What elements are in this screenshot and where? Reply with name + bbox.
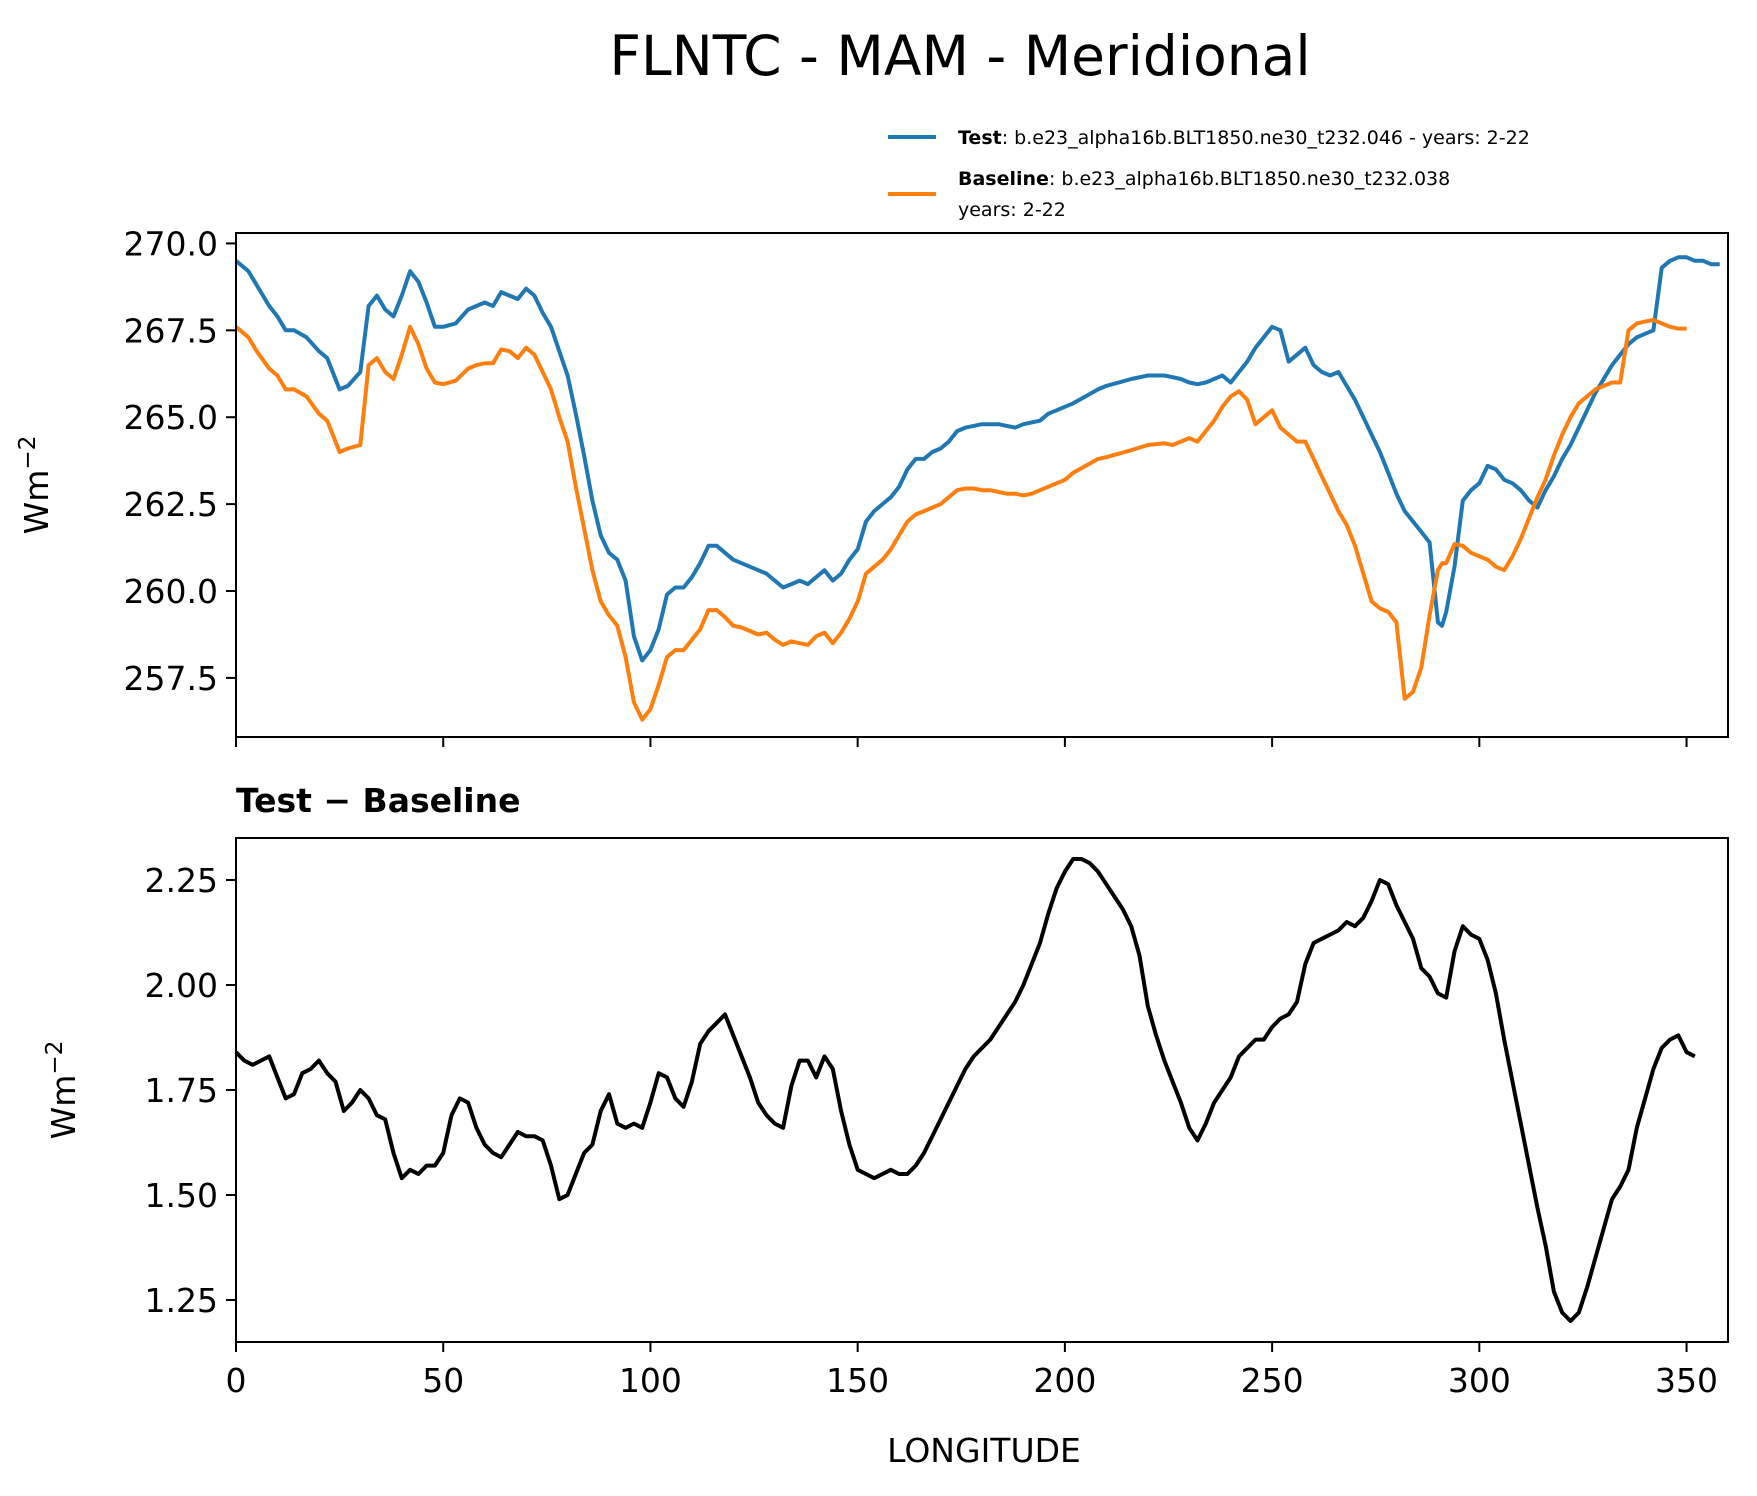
- y-tick-label: 265.0: [124, 398, 218, 437]
- y-tick-label: 267.5: [124, 311, 218, 350]
- x-tick-label: 300: [1448, 1361, 1511, 1400]
- x-tick-label: 0: [226, 1361, 247, 1400]
- bottom-y-label-sup: −2: [42, 1041, 68, 1075]
- x-axis-label: LONGITUDE: [887, 1431, 1081, 1470]
- y-tick-label: 2.00: [145, 966, 218, 1005]
- legend-desc-test: : b.e23_alpha16b.BLT1850.ne30_t232.046 -…: [1002, 127, 1530, 149]
- series-line-test-baseline: [234, 857, 1696, 1323]
- bottom-panel-title: Test − Baseline: [236, 781, 521, 820]
- y-tick-label: 270.0: [124, 224, 218, 263]
- top-y-label-sup: −2: [15, 436, 41, 470]
- y-tick-label: 1.25: [145, 1281, 218, 1320]
- y-tick-label: 1.50: [145, 1176, 218, 1215]
- x-tick-label: 100: [619, 1361, 682, 1400]
- y-tick-label: 1.75: [145, 1071, 218, 1110]
- x-tick-label: 200: [1033, 1361, 1096, 1400]
- bottom-panel-series: [234, 857, 1696, 1323]
- top-panel-x-ticks: [235, 737, 1688, 747]
- top-panel-series: [234, 255, 1720, 722]
- top-panel-y-ticks: 270.0 267.5 265.0 262.5 260.0 257.5: [124, 224, 236, 698]
- x-tick-label: 350: [1655, 1361, 1718, 1400]
- bottom-panel-x-ticks: 0 50 100 150 200 250 300 350: [226, 1342, 1718, 1400]
- y-tick-label: 2.25: [145, 861, 218, 900]
- top-panel-frame: [235, 232, 1729, 738]
- legend-desc-baseline: : b.e23_alpha16b.BLT1850.ne30_t232.038: [1049, 168, 1450, 190]
- chart-title: FLNTC - MAM - Meridional: [609, 24, 1310, 88]
- x-tick-label: 50: [422, 1361, 464, 1400]
- y-tick-label: 262.5: [124, 485, 218, 524]
- legend-entry-baseline: Baseline: b.e23_alpha16b.BLT1850.ne30_t2…: [958, 168, 1450, 190]
- legend-entry-test: Test: b.e23_alpha16b.BLT1850.ne30_t232.0…: [958, 127, 1530, 149]
- series-line-test: [234, 255, 1720, 663]
- top-y-label-base: Wm: [17, 470, 56, 535]
- top-panel-y-label: Wm−2: [15, 436, 56, 535]
- y-tick-label: 260.0: [124, 572, 218, 611]
- bottom-panel-y-label: Wm−2: [42, 1041, 83, 1140]
- legend-desc-baseline-line2: years: 2-22: [958, 199, 1066, 221]
- y-tick-label: 257.5: [124, 659, 218, 698]
- x-tick-label: 250: [1241, 1361, 1304, 1400]
- legend-label-baseline: Baseline: [958, 168, 1049, 190]
- top-panel: 270.0 267.5 265.0 262.5 260.0 257.5 Wm−2: [15, 224, 1729, 747]
- x-tick-label: 150: [826, 1361, 889, 1400]
- bottom-panel-y-ticks: 2.25 2.00 1.75 1.50 1.25: [145, 861, 236, 1320]
- bottom-panel-frame: [235, 837, 1729, 1343]
- series-line-baseline: [234, 317, 1687, 722]
- bottom-y-label-base: Wm: [44, 1075, 83, 1140]
- legend-label-test: Test: [958, 127, 1002, 149]
- legend: Test: b.e23_alpha16b.BLT1850.ne30_t232.0…: [888, 127, 1530, 221]
- bottom-panel: Test − Baseline 2.25 2.00 1.75 1.50 1.25 0 50…: [42, 781, 1729, 1470]
